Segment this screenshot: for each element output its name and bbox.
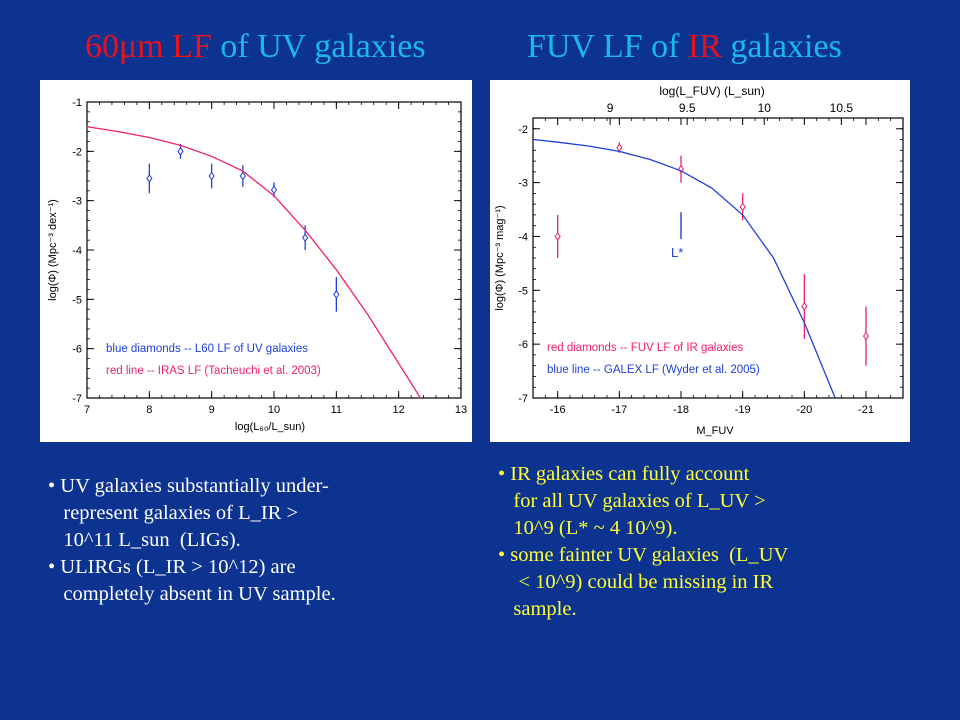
y-tick-label: -5	[72, 294, 82, 306]
data-point-diamond	[146, 174, 153, 183]
x-tick-label: 8	[146, 404, 152, 416]
y-tick-label: -5	[518, 285, 528, 297]
y-axis-label: log(Φ) (Mpc⁻³ mag⁻¹)	[494, 205, 506, 310]
left-chart-panel: 7 8 9 10 11 12 13 -1 -2 -3 -4 -5 -6 -7 log(L₆₀/L_sun) l…	[40, 80, 472, 442]
top-tick-label: 10.5	[830, 101, 854, 115]
bullet-line: • UV galaxies substantially under-	[48, 475, 329, 497]
x-tick-label: 10	[268, 404, 280, 416]
right-title-part4: galaxies	[721, 28, 842, 65]
legend-entry: blue diamonds -- L60 LF of UV galaxies	[106, 343, 308, 355]
bullet-line: represent galaxies of L_IR >	[48, 502, 299, 524]
y-tick-label: -2	[72, 146, 82, 158]
x-tick-label: 9	[209, 404, 215, 416]
data-point-diamond	[554, 232, 561, 241]
series-line	[533, 138, 836, 398]
y-tick-label: -4	[72, 245, 82, 257]
bullet-line: 10^9 (L* ~ 4 10^9).	[498, 517, 678, 539]
legend-entry: red line -- IRAS LF (Tacheuchi et al. 20…	[106, 365, 321, 377]
bullet-line: completely absent in UV sample.	[48, 583, 336, 605]
right-chart-panel: -16 -17 -18 -19 -20 -21 -2 -3 -4 -5 -6 -7 M_FUV log(Φ…	[490, 80, 910, 442]
y-tick-label: -6	[72, 344, 82, 356]
y-axis-label: log(Φ) (Mpc⁻³ dex⁻¹)	[47, 199, 59, 301]
x-tick-label: 7	[84, 404, 90, 416]
x-tick-label: 11	[331, 404, 342, 416]
lstar-label: L*	[671, 245, 683, 260]
right-title: FUV LF of IR galaxies	[527, 28, 842, 66]
right-title-part1: FUV LF	[527, 28, 643, 65]
x-axis-label: log(L₆₀/L_sun)	[235, 421, 305, 433]
data-point-diamond	[801, 302, 808, 311]
right-chart: -16 -17 -18 -19 -20 -21 -2 -3 -4 -5 -6 -7 M_FUV log(Φ…	[494, 84, 904, 437]
bullet-line: • some fainter UV galaxies (L_UV	[498, 544, 789, 566]
data-point-diamond	[302, 233, 309, 243]
data-point-diamond	[177, 146, 184, 156]
left-title-part4: galaxies	[305, 28, 426, 65]
left-title-part1: 60μm LF	[85, 28, 212, 65]
top-tick-label: 9	[607, 101, 614, 115]
bullet-line: • IR galaxies can fully account	[498, 463, 750, 485]
top-tick-label: 9.5	[679, 101, 696, 115]
right-title-part3: IR	[687, 28, 722, 65]
x-tick-label: -16	[550, 404, 566, 416]
bullet-line: < 10^9) could be missing in IR	[498, 571, 774, 593]
series-line	[87, 126, 422, 398]
y-tick-label: -7	[518, 393, 528, 405]
x-axis-label: M_FUV	[696, 425, 734, 437]
x-tick-label: -17	[611, 404, 627, 416]
legend-entry: red diamonds -- FUV LF of IR galaxies	[547, 342, 743, 354]
legend-entry: blue line -- GALEX LF (Wyder et al. 2005…	[547, 364, 760, 376]
left-title: 60μm LF of UV galaxies	[85, 28, 426, 66]
right-bullet-list: • IR galaxies can fully account for all …	[498, 461, 938, 623]
y-tick-label: -1	[72, 97, 82, 109]
x-tick-label: -21	[858, 404, 874, 416]
data-point-diamond	[239, 171, 246, 181]
bullet-line: • ULIRGs (L_IR > 10^12) are	[48, 556, 296, 578]
x-tick-label: 12	[393, 404, 405, 416]
data-point-diamond	[208, 171, 215, 181]
x-tick-label: 13	[455, 404, 467, 416]
data-point-diamond	[862, 331, 870, 341]
data-point-diamond	[333, 290, 340, 299]
left-title-part2: of	[211, 28, 258, 65]
y-tick-label: -6	[518, 339, 528, 351]
right-title-part2: of	[642, 28, 688, 65]
y-tick-label: -3	[518, 178, 528, 190]
x-tick-label: -20	[796, 404, 812, 416]
left-bullet-list: • UV galaxies substantially under- repre…	[48, 473, 468, 608]
data-point-diamond	[739, 202, 746, 212]
bullet-line: sample.	[498, 598, 577, 620]
x-tick-label: -18	[673, 404, 689, 416]
bullet-line: for all UV galaxies of L_UV >	[498, 490, 766, 512]
bullet-line: 10^11 L_sun (LIGs).	[48, 529, 241, 551]
top-axis-label: log(L_FUV) (L_sun)	[659, 84, 764, 98]
left-chart: 7 8 9 10 11 12 13 -1 -2 -3 -4 -5 -6 -7 log(L₆₀/L_sun) l…	[47, 97, 467, 433]
y-tick-label: -7	[72, 393, 82, 405]
y-tick-label: -3	[72, 196, 82, 208]
top-tick-label: 10	[758, 101, 772, 115]
left-title-part3: UV	[257, 28, 306, 65]
y-tick-label: -4	[518, 231, 528, 243]
plot-frame	[532, 117, 904, 399]
y-tick-label: -2	[518, 124, 528, 136]
data-point-diamond	[616, 143, 623, 152]
x-tick-label: -19	[735, 404, 751, 416]
data-point-diamond	[270, 185, 278, 195]
